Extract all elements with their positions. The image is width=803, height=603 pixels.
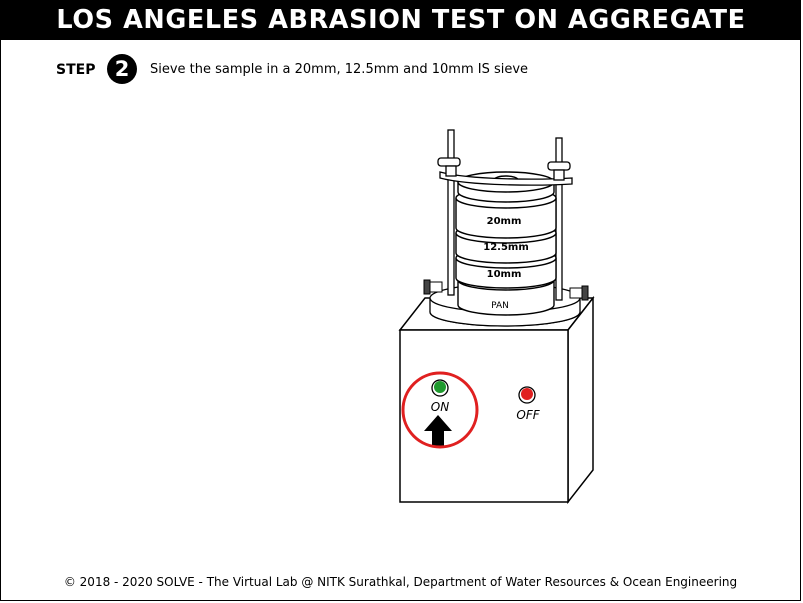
clamp-crossbar <box>437 157 573 186</box>
pan-label: PAN <box>491 301 509 311</box>
page-title: LOS ANGELES ABRASION TEST ON AGGREGATE <box>1 1 801 40</box>
off-button[interactable] <box>518 386 536 404</box>
on-button-highlight <box>401 371 479 449</box>
on-button-label: ON <box>431 400 449 414</box>
side-knobs <box>423 279 589 301</box>
step-number-badge: 2 <box>107 54 137 84</box>
on-button[interactable] <box>431 379 449 397</box>
sieve-label-10mm: 10mm <box>487 269 522 280</box>
step-instruction: Sieve the sample in a 20mm, 12.5mm and 1… <box>150 62 529 77</box>
arrow-up-icon <box>424 415 452 446</box>
shaker-base <box>398 295 595 505</box>
sieve-label-12-5mm: 12.5mm <box>483 242 529 253</box>
step-label: STEP <box>56 62 96 78</box>
sieve-label-20mm: 20mm <box>487 216 522 227</box>
sieve-shaker-apparatus: 20mm 12.5mm 10mm PAN ON OFF <box>398 129 595 505</box>
off-button-label: OFF <box>516 408 540 422</box>
footer-copyright: © 2018 - 2020 SOLVE - The Virtual Lab @ … <box>63 575 738 589</box>
